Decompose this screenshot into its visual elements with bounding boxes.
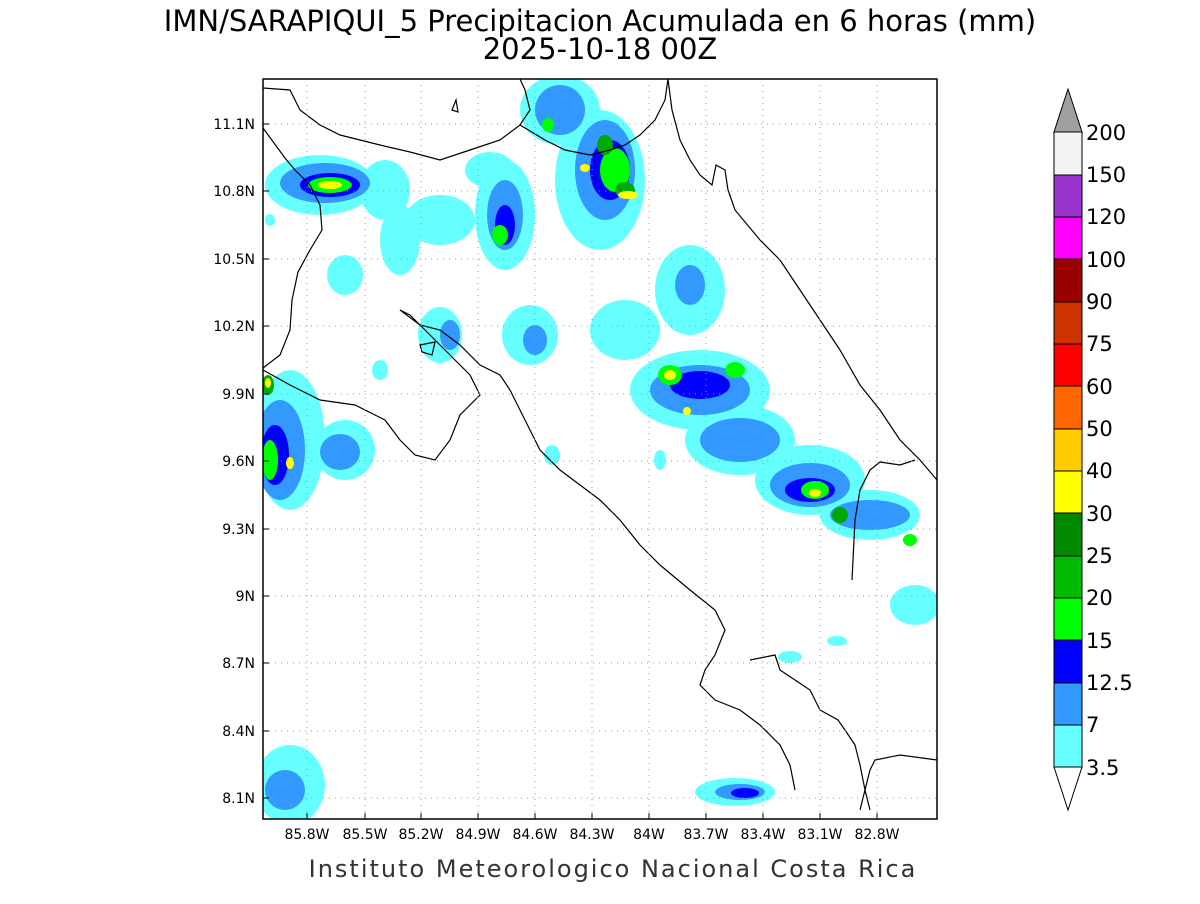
lat-label: 9N bbox=[236, 589, 255, 605]
lon-label: 83.4W bbox=[740, 827, 785, 843]
colorbar-swatch bbox=[1053, 597, 1083, 641]
lon-axis: 85.8W 85.5W 85.2W 84.9W 84.6W 84.3W 84W … bbox=[284, 813, 900, 843]
colorbar-label: 150 bbox=[1086, 163, 1126, 187]
colorbar-arrow-bottom bbox=[1053, 766, 1083, 812]
colorbar-label: 90 bbox=[1086, 290, 1113, 314]
precip-layer-30-40 bbox=[265, 164, 821, 497]
precip-layer-15 bbox=[263, 118, 917, 546]
lat-label: 10.8N bbox=[213, 184, 255, 200]
lat-label: 8.7N bbox=[222, 656, 255, 672]
lon-label: 82.8W bbox=[854, 827, 899, 843]
lat-label: 9.3N bbox=[222, 522, 255, 538]
colorbar-swatch bbox=[1053, 301, 1083, 345]
colorbar-swatch bbox=[1053, 343, 1083, 387]
lon-label: 84.9W bbox=[455, 827, 500, 843]
colorbar-label: 120 bbox=[1086, 205, 1126, 229]
lon-label: 83.7W bbox=[683, 827, 728, 843]
lat-label: 10.2N bbox=[213, 319, 255, 335]
colorbar-label: 60 bbox=[1086, 375, 1113, 399]
colorbar-swatch bbox=[1053, 258, 1083, 303]
lon-label: 85.2W bbox=[398, 827, 443, 843]
lat-label: 8.4N bbox=[222, 724, 255, 740]
lat-label: 9.9N bbox=[222, 387, 255, 403]
colorbar-swatch bbox=[1053, 428, 1083, 472]
lon-label: 85.8W bbox=[284, 827, 329, 843]
colorbar-label: 25 bbox=[1086, 544, 1113, 568]
lon-label: 84W bbox=[633, 827, 665, 843]
footer-credit: Instituto Meteorologico Nacional Costa R… bbox=[309, 855, 918, 883]
colorbar-swatch bbox=[1053, 724, 1083, 768]
colorbar-swatch bbox=[1053, 555, 1083, 599]
colorbar bbox=[1053, 87, 1083, 812]
colorbar-swatch bbox=[1053, 470, 1083, 514]
map-subtitle: 2025-10-18 00Z bbox=[483, 32, 718, 66]
coastlines bbox=[263, 79, 937, 811]
colorbar-label: 20 bbox=[1086, 586, 1113, 610]
colorbar-label: 100 bbox=[1086, 248, 1126, 272]
map-title: IMN/SARAPIQUI_5 Precipitacion Acumulada … bbox=[164, 4, 1036, 38]
lat-label: 9.6N bbox=[222, 454, 255, 470]
colorbar-arrow-top bbox=[1053, 87, 1083, 133]
colorbar-label: 3.5 bbox=[1086, 756, 1119, 780]
colorbar-labels: 200 150 120 100 90 75 60 50 40 30 25 20 … bbox=[1086, 121, 1133, 780]
lon-label: 84.6W bbox=[512, 827, 557, 843]
colorbar-label: 75 bbox=[1086, 332, 1113, 356]
colorbar-swatch bbox=[1053, 216, 1083, 260]
colorbar-swatch bbox=[1053, 639, 1083, 684]
colorbar-label: 7 bbox=[1086, 713, 1099, 737]
map-area bbox=[263, 79, 937, 819]
colorbar-swatch bbox=[1053, 385, 1083, 430]
colorbar-label: 15 bbox=[1086, 629, 1113, 653]
lat-label: 10.5N bbox=[213, 252, 255, 268]
lat-label: 8.1N bbox=[222, 791, 255, 807]
lon-label: 83.1W bbox=[797, 827, 842, 843]
lat-label: 11.1N bbox=[213, 117, 255, 133]
colorbar-label: 50 bbox=[1086, 417, 1113, 441]
colorbar-label: 12.5 bbox=[1086, 671, 1133, 695]
lat-axis: 11.1N 10.8N 10.5N 10.2N 9.9N 9.6N 9.3N 9… bbox=[213, 117, 269, 807]
colorbar-label: 200 bbox=[1086, 121, 1126, 145]
map-frame bbox=[262, 78, 938, 820]
lon-label: 85.5W bbox=[342, 827, 387, 843]
colorbar-swatch bbox=[1053, 131, 1083, 176]
graticule bbox=[263, 79, 937, 819]
colorbar-label: 40 bbox=[1086, 459, 1113, 483]
colorbar-label: 30 bbox=[1086, 502, 1113, 526]
colorbar-swatch bbox=[1053, 174, 1083, 218]
colorbar-swatch bbox=[1053, 682, 1083, 726]
colorbar-swatch bbox=[1053, 512, 1083, 557]
lon-label: 84.3W bbox=[569, 827, 614, 843]
